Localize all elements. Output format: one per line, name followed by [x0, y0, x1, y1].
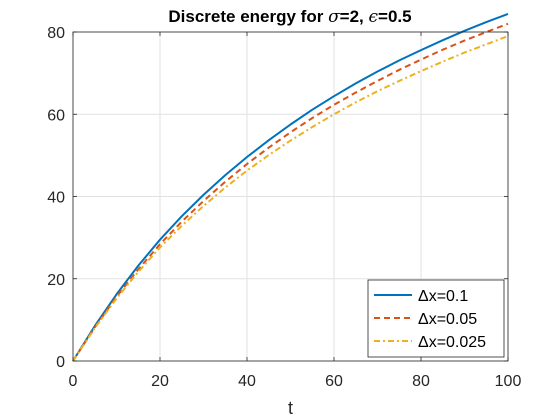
series-line-3	[72, 35, 509, 362]
x-tick-label: 40	[238, 373, 256, 390]
legend-label: Δx=0.025	[418, 334, 486, 351]
y-tick-label: 40	[47, 190, 65, 207]
legend: Δx=0.1 Δx=0.05 Δx=0.025	[367, 279, 505, 358]
series-line-2	[72, 22, 509, 362]
series-line-1	[72, 12, 509, 362]
y-tick-label: 0	[56, 354, 65, 371]
series-layer	[72, 12, 509, 362]
x-tick-label: 100	[495, 373, 522, 390]
x-tick-label: 20	[151, 373, 169, 390]
x-axis-label: t	[288, 398, 293, 418]
chart-title: Discrete energy for σ=2, ϵ=0.5	[168, 7, 411, 27]
ticks: 0 20 40 60 80 100 0 20 40 60 80	[47, 25, 521, 390]
legend-label: Δx=0.05	[418, 311, 477, 328]
x-tick-label: 0	[69, 373, 78, 390]
legend-label: Δx=0.1	[418, 288, 468, 305]
y-tick-label: 80	[47, 25, 65, 42]
y-tick-label: 20	[47, 272, 65, 289]
legend-box	[367, 279, 505, 358]
x-tick-label: 80	[412, 373, 430, 390]
y-tick-label: 60	[47, 107, 65, 124]
x-tick-label: 60	[325, 373, 343, 390]
